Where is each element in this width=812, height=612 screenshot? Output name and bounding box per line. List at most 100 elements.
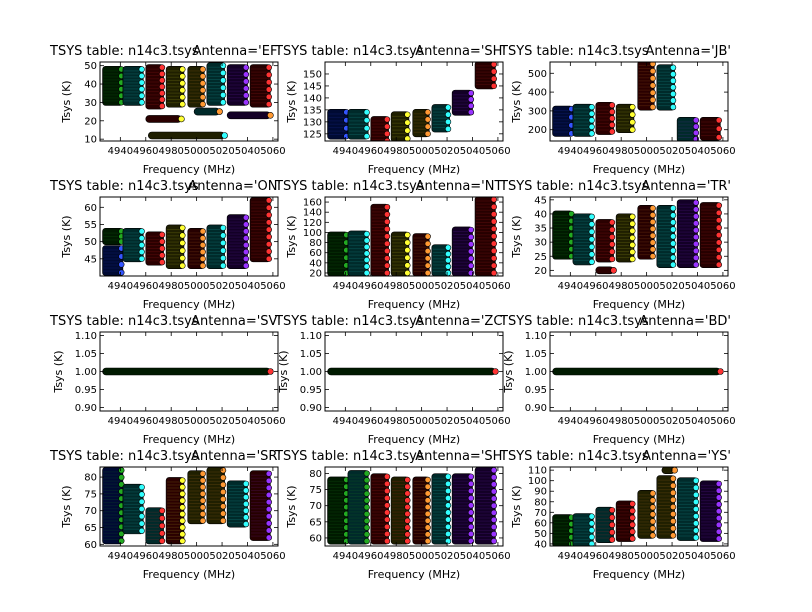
x-tick-label: 4980	[608, 416, 633, 427]
y-tick-label: 300	[528, 106, 547, 117]
data-point	[490, 474, 497, 481]
x-tick-label: 5020	[209, 416, 234, 427]
panel-8: 4940 4960 4980 5000 5020 5040 5060 0.90 0.95 1.00…	[274, 314, 511, 446]
data-point	[445, 480, 452, 487]
y-tick-label: 20	[534, 266, 547, 277]
data-point	[424, 247, 431, 255]
y-tick-label: 45	[84, 254, 97, 265]
data-point	[383, 509, 391, 516]
data-point	[669, 84, 677, 91]
data-point	[588, 540, 595, 546]
data-marks	[327, 62, 497, 141]
data-band	[226, 214, 248, 269]
data-point	[265, 534, 272, 541]
data-point	[383, 480, 391, 487]
x-tick-label: 5000	[634, 551, 659, 562]
y-tick-label: 45	[534, 195, 547, 206]
data-point	[649, 239, 656, 246]
data-point	[242, 507, 250, 514]
data-point	[383, 523, 391, 530]
data-point	[610, 267, 617, 274]
data-point	[588, 213, 595, 220]
x-tick-label: 4980	[608, 281, 633, 292]
y-tick-label: 70	[309, 501, 322, 512]
panel-antenna: Antenna='ON'	[188, 179, 281, 194]
data-band	[145, 115, 182, 123]
data-point	[179, 484, 186, 491]
data-point	[363, 477, 370, 484]
x-tick-label: 5040	[460, 416, 485, 427]
data-point	[242, 228, 250, 235]
data-point	[692, 227, 700, 234]
data-point	[490, 240, 497, 247]
x-tick-label: 4940	[108, 281, 133, 292]
x-tick-label: 5020	[434, 551, 459, 562]
data-band	[474, 62, 496, 90]
data-point	[158, 83, 166, 90]
panel-antenna: Antenna='ZC'	[415, 314, 506, 329]
x-tick-label: 5020	[209, 146, 234, 157]
data-point	[138, 498, 145, 505]
data-point	[467, 262, 475, 269]
data-point	[490, 502, 497, 509]
x-tick-label: 5020	[434, 281, 459, 292]
data-point	[608, 536, 616, 543]
data-point	[242, 241, 250, 249]
x-tick-label: 4960	[358, 146, 383, 157]
x-tick-label: 4940	[558, 281, 583, 292]
data-point	[608, 121, 616, 129]
y-tick-label: 110	[528, 466, 547, 477]
data-point	[199, 510, 206, 518]
data-point	[220, 77, 227, 84]
data-point	[363, 269, 370, 276]
panel-antenna: Antenna='SV'	[191, 314, 281, 329]
data-point	[588, 236, 595, 243]
data-point	[669, 475, 677, 482]
data-point	[588, 221, 595, 228]
data-point	[692, 534, 700, 541]
x-tick-label: 5060	[260, 281, 285, 292]
x-tick-label: 5060	[485, 281, 510, 292]
data-marks	[327, 367, 499, 376]
y-tick-label: 1.10	[75, 331, 97, 342]
data-point	[363, 125, 370, 132]
data-point	[649, 246, 656, 253]
x-tick-label: 4940	[333, 281, 358, 292]
data-point	[363, 263, 370, 270]
data-band	[347, 108, 369, 140]
panel-antenna: Antenna='BD'	[639, 314, 731, 329]
x-tick-label: 4940	[558, 416, 583, 427]
data-point	[424, 517, 431, 524]
data-point	[467, 530, 475, 538]
y-tick-label: 120	[303, 218, 322, 229]
x-tick-label: 4960	[583, 416, 608, 427]
data-point	[715, 261, 722, 268]
data-point	[669, 104, 677, 111]
data-point	[692, 506, 700, 513]
data-point	[608, 102, 616, 109]
data-point	[118, 537, 125, 545]
data-point	[265, 520, 272, 527]
data-point	[220, 255, 227, 262]
data-point	[424, 123, 431, 130]
data-point	[199, 497, 206, 504]
axes-frame	[324, 61, 504, 142]
data-point	[220, 467, 227, 474]
x-tick-label: 4980	[608, 551, 633, 562]
data-point	[608, 248, 616, 255]
x-tick-label: 4980	[383, 281, 408, 292]
data-point	[629, 220, 636, 227]
data-point	[242, 514, 250, 521]
data-point	[404, 510, 411, 518]
x-tick-label: 5060	[710, 281, 735, 292]
data-point	[669, 240, 677, 247]
panel-title: TSYS table: n14c3.tsys	[49, 44, 199, 59]
panel-antenna: Antenna='NT'	[416, 179, 506, 194]
data-point	[490, 203, 497, 210]
axes-frame	[99, 466, 279, 547]
panel-antenna: Antenna='SH'	[415, 44, 506, 59]
data-point	[715, 528, 722, 535]
x-tick-label: 5060	[260, 416, 285, 427]
panel-6: 4940 4960 4980 5000 5020 5040 5060 20 25 30 35 40 45…	[499, 179, 736, 311]
data-point	[138, 92, 145, 99]
